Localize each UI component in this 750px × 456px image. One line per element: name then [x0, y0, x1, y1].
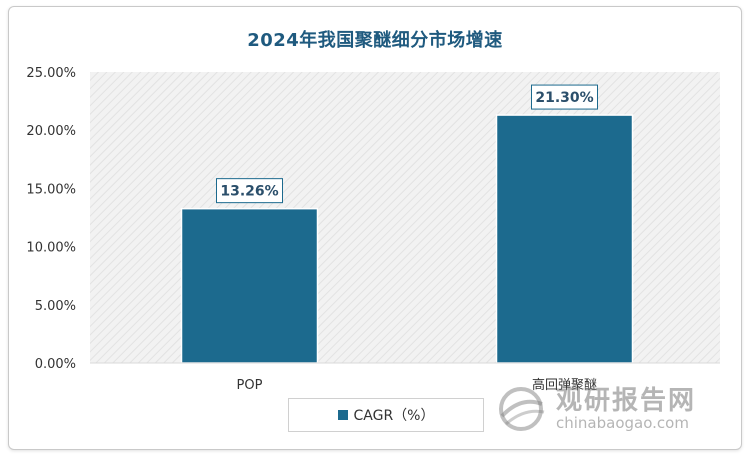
y-tick-label: 20.00% — [26, 124, 76, 139]
watermark: 观研报告网 chinabaogao.com — [494, 380, 724, 440]
data-label-box — [216, 178, 283, 204]
y-tick-label: 10.00% — [26, 241, 76, 256]
y-tick-label: 25.00% — [26, 66, 76, 81]
legend-swatch — [337, 410, 348, 420]
bar — [180, 207, 319, 364]
watermark-cn: 观研报告网 — [556, 386, 697, 416]
data-label-box — [531, 84, 598, 110]
x-tick-label: POP — [237, 378, 263, 393]
data-label: 13.26% — [220, 184, 278, 200]
y-tick-label: 15.00% — [26, 182, 76, 197]
legend-label: CAGR（%） — [353, 408, 435, 424]
bar — [495, 114, 634, 364]
y-tick-label: 0.00% — [35, 357, 76, 372]
watermark-en: chinabaogao.com — [556, 414, 689, 432]
y-tick-label: 5.00% — [35, 299, 76, 314]
globe-logo-icon — [499, 387, 545, 431]
chart-title: 2024年我国聚醚细分市场增速 — [247, 30, 503, 51]
x-tick-label: 高回弹聚醚 — [532, 377, 597, 393]
legend: CAGR（%） — [288, 398, 484, 432]
data-label: 21.30% — [535, 90, 593, 106]
